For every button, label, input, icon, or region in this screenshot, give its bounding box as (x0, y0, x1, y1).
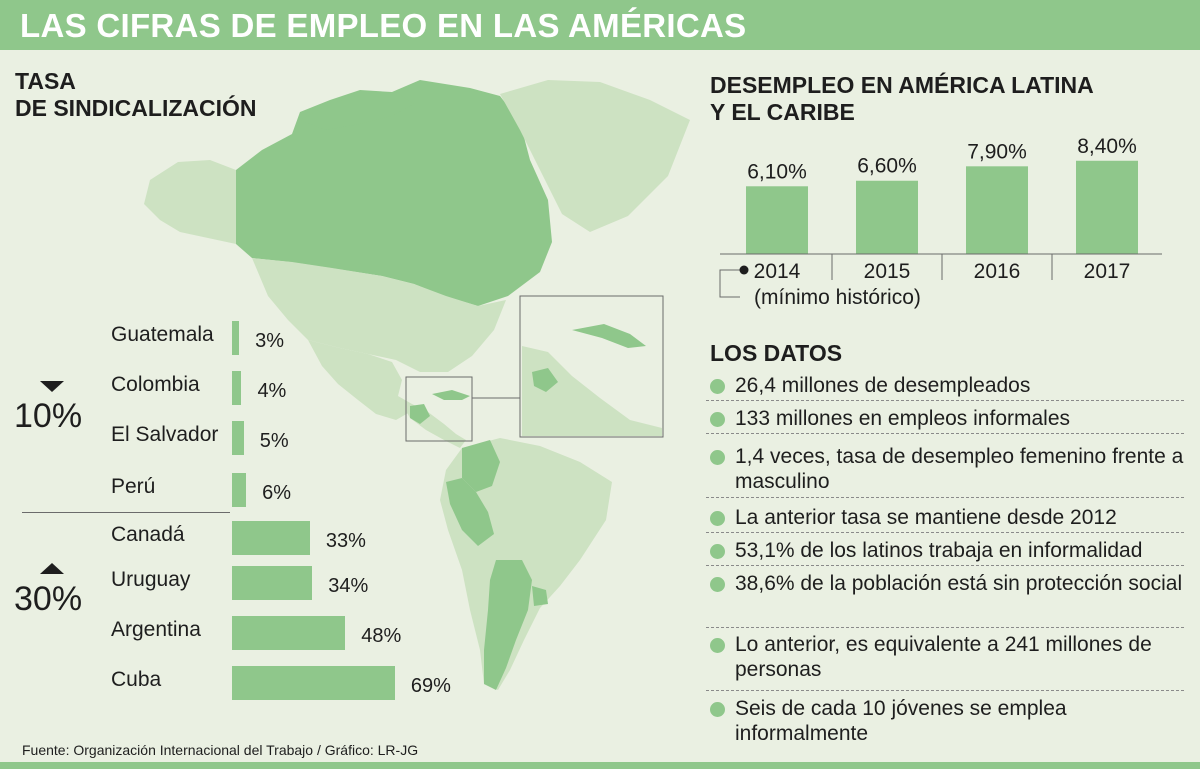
page-title: LAS CIFRAS DE EMPLEO EN LAS AMÉRICAS (20, 7, 747, 44)
map-cuba (432, 390, 470, 400)
union-bar (232, 521, 310, 555)
arrow-down-icon (40, 381, 64, 392)
unemployment-bar (1076, 160, 1138, 254)
unemployment-chart: 6,10% 2014 6,60% 2015 7,90% 2016 8,40% 2017 (mín… (719, 135, 1162, 309)
arrow-up-icon (40, 563, 64, 574)
union-bar (232, 421, 244, 455)
unemployment-value-label: 6,10% (747, 160, 807, 183)
union-bar (232, 566, 313, 600)
bar-category-label: El Salvador (111, 423, 219, 446)
map-central-america (398, 396, 466, 448)
bar-value-label: 48% (361, 625, 402, 647)
union-bar (232, 666, 395, 700)
union-bar (232, 616, 346, 650)
bar-value-label: 3% (255, 330, 284, 352)
year-tick-label: 2017 (1084, 260, 1131, 283)
union-bar (232, 371, 242, 405)
year-tick-label: 2016 (974, 260, 1021, 283)
bar-value-label: 5% (259, 430, 289, 452)
fact-item: 1,4 veces, tasa de desempleo femenino fr… (735, 445, 1184, 493)
unemployment-value-label: 7,90% (967, 140, 1027, 163)
minimum-dot-icon (739, 265, 749, 275)
bullet-dot-icon (710, 450, 725, 465)
map-south-america (440, 438, 612, 690)
fact-item: 133 millones en empleos informales (735, 407, 1071, 430)
map-uruguay (532, 586, 548, 606)
map-inset-cuba (572, 324, 646, 348)
bar-category-label: Cuba (111, 668, 162, 691)
unemployment-bar (856, 180, 918, 254)
fact-divider (706, 400, 1184, 402)
map-argentina (484, 560, 532, 690)
year-tick-label: 2014 (754, 260, 801, 283)
bar-value-label: 33% (325, 530, 366, 552)
fact-item: 26,4 millones de desempleados (735, 374, 1031, 397)
bullet-dot-icon (710, 638, 725, 653)
group-label-high: 30% (14, 580, 83, 618)
bar-category-label: Uruguay (111, 568, 191, 591)
minimum-bracket (719, 269, 744, 298)
unemployment-value-label: 6,60% (857, 155, 917, 178)
map-arctic-islands (300, 92, 414, 130)
map-peru (446, 478, 494, 546)
fact-item: Lo anterior, es equivalente a 241 millon… (735, 633, 1152, 681)
unemployment-bar (746, 186, 808, 254)
fact-item: La anterior tasa se mantiene desde 2012 (735, 506, 1117, 529)
fact-divider (706, 532, 1184, 534)
map-usa (252, 258, 506, 372)
map-inset-guatemala (532, 368, 558, 392)
fact-divider (706, 497, 1184, 499)
group-label-low: 10% (14, 397, 83, 435)
minimum-note: (mínimo histórico) (754, 286, 921, 309)
fact-item: 53,1% de los latinos trabaja en informal… (735, 539, 1143, 562)
bar-value-label: 69% (410, 675, 451, 697)
map-zoom-box (405, 376, 473, 442)
header-banner: LAS CIFRAS DE EMPLEO EN LAS AMÉRICAS (0, 0, 1200, 50)
bar-category-label: Colombia (111, 373, 200, 396)
union-bar (232, 321, 240, 355)
bullet-dot-icon (710, 511, 725, 526)
source-note: Fuente: Organización Internacional del T… (22, 742, 419, 758)
bullet-dot-icon (710, 379, 725, 394)
unemployment-value-label: 8,40% (1077, 135, 1137, 158)
map-mexico (308, 340, 410, 420)
map-guatemala (410, 404, 430, 424)
desempleo-title: DESEMPLEO EN AMÉRICA LATINA Y EL CARIBE (710, 72, 1094, 125)
map-alaska (144, 160, 236, 244)
unemployment-bar (966, 166, 1028, 254)
fact-divider (706, 565, 1184, 567)
map-canada (236, 80, 552, 306)
map-inset-land (522, 346, 662, 436)
bullet-dot-icon (710, 544, 725, 559)
fact-divider (706, 690, 1184, 692)
sindicalizacion-title: TASA DE SINDICALIZACIÓN (15, 68, 257, 121)
union-bar (232, 473, 247, 507)
bar-category-label: Guatemala (111, 323, 214, 346)
bar-value-label: 6% (262, 482, 292, 504)
bullet-dot-icon (710, 702, 725, 717)
fact-item: Seis de cada 10 jóvenes se emplea inform… (735, 697, 1067, 745)
map-greenland (500, 80, 690, 232)
fact-divider (706, 627, 1184, 629)
bar-category-label: Perú (111, 475, 156, 498)
americas-map (144, 80, 690, 690)
fact-item: 38,6% de la población está sin protecció… (735, 572, 1183, 595)
group-divider (22, 512, 230, 513)
bullet-dot-icon (710, 412, 725, 427)
bar-value-label: 4% (257, 380, 287, 402)
bullet-dot-icon (710, 577, 725, 592)
bar-category-label: Canadá (111, 523, 185, 546)
bottom-bar (0, 762, 1200, 769)
datos-title: LOS DATOS (710, 340, 843, 366)
bar-value-label: 34% (328, 575, 369, 597)
bar-category-label: Argentina (111, 618, 201, 641)
fact-divider (706, 433, 1184, 435)
map-colombia (462, 440, 500, 492)
year-tick-label: 2015 (864, 260, 911, 283)
